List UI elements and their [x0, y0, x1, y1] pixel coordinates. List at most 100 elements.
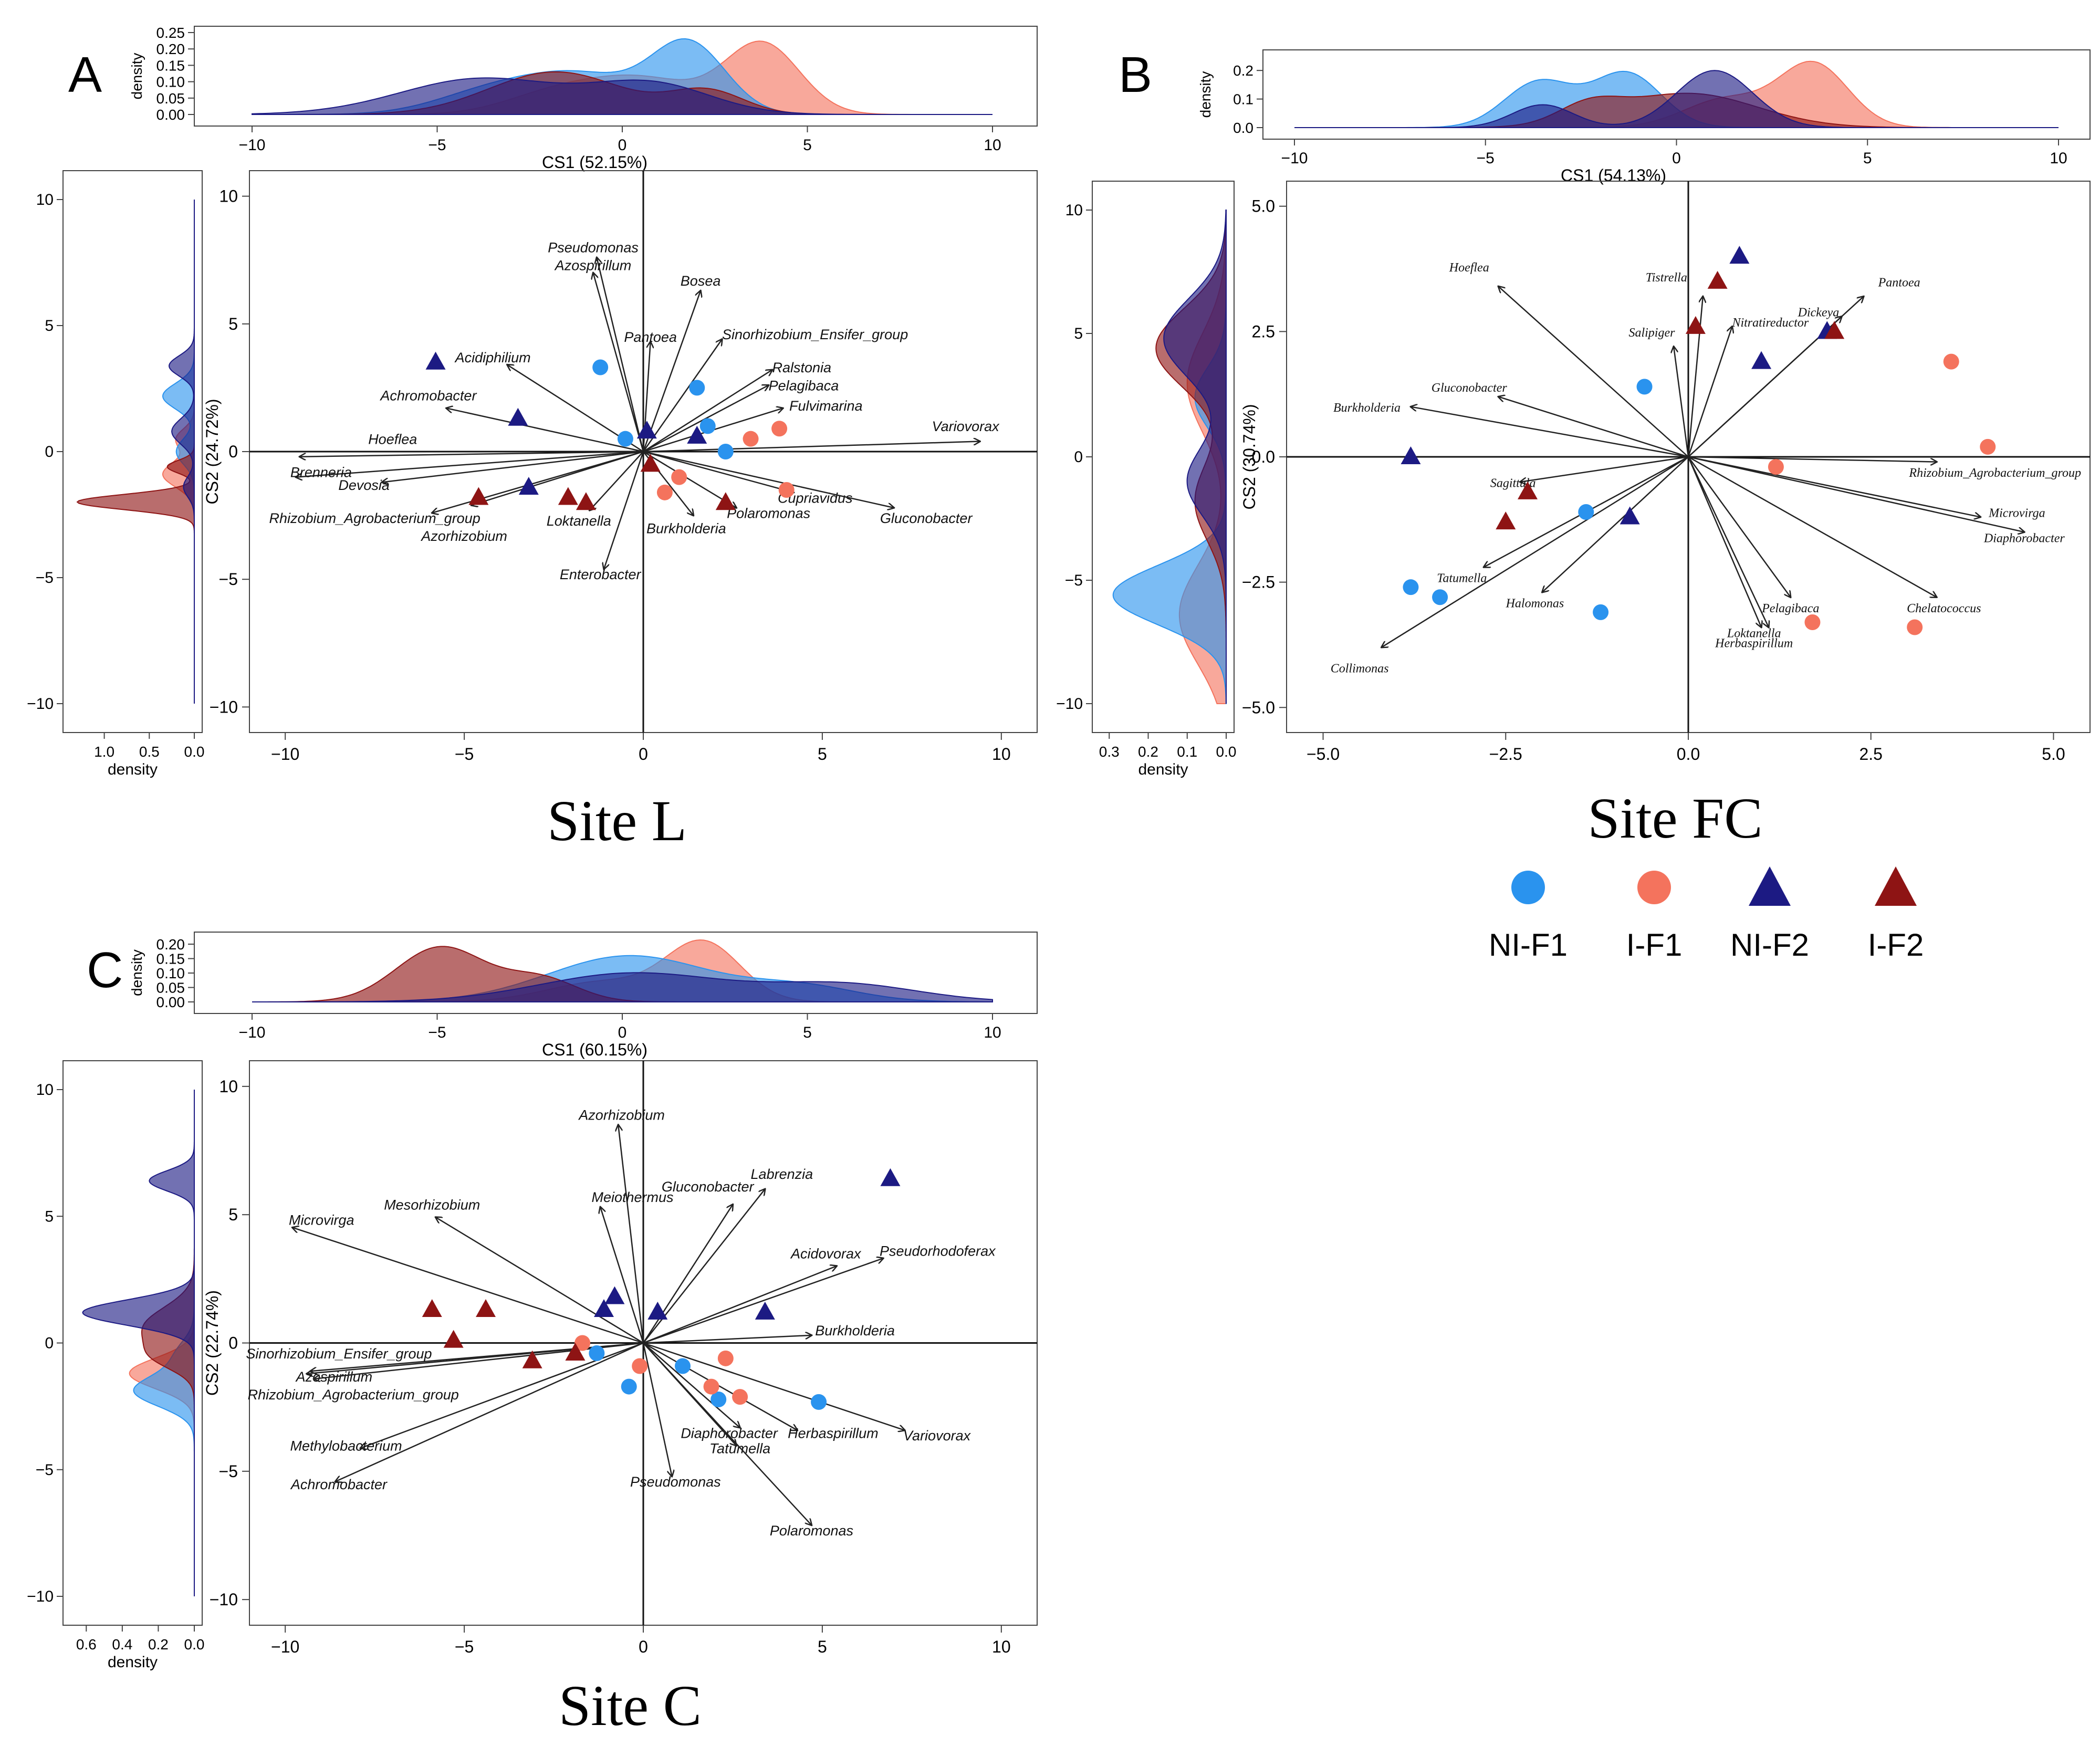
- loading-arrow-azospirillum: [593, 273, 644, 452]
- x-tick-label: 5: [818, 745, 827, 764]
- top-density-ni-f2: [252, 972, 993, 1002]
- arrow-label-bosea: Bosea: [681, 273, 721, 289]
- arrow-label-azorhizobium: Azorhizobium: [578, 1107, 665, 1123]
- point-i-f2: [1685, 316, 1706, 334]
- arrow-label-polaromonas: Polaromonas: [727, 505, 810, 521]
- top-y-tick-label: 0.20: [156, 936, 185, 953]
- top-y-tick-label: 0.25: [156, 25, 185, 41]
- arrow-label-fulvimarina: Fulvimarina: [789, 398, 863, 414]
- point-ni-f2: [755, 1301, 775, 1320]
- left-y-tick-label: −10: [27, 1588, 54, 1605]
- loading-arrow-acidovorax: [643, 1266, 837, 1344]
- x-tick-label: 10: [992, 1637, 1011, 1656]
- point-ni-f2: [1751, 351, 1772, 369]
- loading-arrow-microvirga: [292, 1228, 644, 1344]
- point-i-f1: [717, 1350, 734, 1366]
- panel-letter-c: C: [87, 942, 123, 998]
- arrow-label-herbaspirillum: Herbaspirillum: [1715, 637, 1793, 651]
- top-x-tick-label: −5: [1477, 150, 1495, 167]
- arrow-label-ralstonia: Ralstonia: [772, 360, 831, 375]
- left-y-tick-label: 10: [36, 1081, 54, 1099]
- point-i-f1: [771, 421, 788, 437]
- y-tick-label: 0: [228, 1334, 238, 1353]
- loading-arrow-collimonas: [1382, 456, 1689, 647]
- x-axis-label: CS1 (60.15%): [542, 1040, 647, 1059]
- point-ni-f2: [647, 1301, 668, 1320]
- legend: NI-F1 I-F1 NI-F2 I-F2: [1489, 866, 1924, 963]
- arrow-label-pelagibaca: Pelagibaca: [769, 378, 839, 393]
- top-x-tick-label: 5: [1863, 150, 1872, 167]
- top-y-tick-label: 0.05: [156, 980, 185, 996]
- point-ni-f1: [811, 1394, 827, 1410]
- left-density-label: density: [1138, 761, 1188, 778]
- top-y-tick-label: 0.10: [156, 965, 185, 981]
- loading-arrow-diaphorobacter: [1688, 456, 2024, 532]
- legend-marker-ni-f2: [1749, 866, 1791, 906]
- y-tick-label: −10: [210, 697, 238, 716]
- x-tick-label: 5: [818, 1637, 827, 1656]
- point-i-f1: [778, 482, 795, 498]
- point-ni-f1: [689, 380, 705, 396]
- x-tick-label: −5: [455, 1637, 474, 1656]
- point-ni-f2: [508, 407, 528, 426]
- y-tick-label: 10: [219, 187, 238, 206]
- loading-arrow-labrenzia: [643, 1189, 765, 1344]
- loading-arrow-ralstonia: [643, 370, 772, 453]
- loading-arrow-chelatococcus: [1688, 456, 1937, 597]
- site-title-c: Site C: [559, 1674, 702, 1738]
- left-x-tick-label: 0.6: [76, 1636, 97, 1653]
- loading-arrow-achromobacter: [336, 1342, 644, 1482]
- point-i-f2: [565, 1343, 586, 1361]
- point-i-f1: [1768, 459, 1784, 475]
- point-i-f2: [1707, 270, 1728, 289]
- loading-arrow-diaphorobacter: [643, 1342, 740, 1428]
- point-i-f2: [1824, 321, 1845, 339]
- arrow-label-devosia: Devosia: [338, 477, 390, 493]
- point-ni-f2: [1401, 446, 1421, 464]
- left-x-tick-label: 0.0: [184, 744, 205, 760]
- site-title-a: Site L: [547, 789, 687, 853]
- arrow-label-variovorax: Variovorax: [932, 419, 1000, 434]
- left-y-tick-label: 0: [45, 443, 54, 461]
- y-tick-label: 5.0: [1252, 197, 1275, 216]
- point-ni-f1: [1593, 604, 1609, 620]
- top-x-tick-label: −10: [1281, 150, 1308, 167]
- point-i-f2: [715, 492, 736, 510]
- arrow-label-salipiger: Salipiger: [1628, 326, 1675, 340]
- left-y-tick-label: −5: [36, 569, 54, 587]
- top-y-tick-label: 0.10: [156, 74, 185, 90]
- point-ni-f2: [1620, 506, 1640, 525]
- point-ni-f1: [589, 1345, 605, 1362]
- point-i-f1: [732, 1389, 748, 1405]
- left-y-tick-label: −10: [27, 695, 54, 713]
- arrow-label-diaphorobacter: Diaphorobacter: [1983, 531, 2065, 545]
- loading-arrow-bosea: [642, 291, 701, 452]
- arrow-label-herbaspirillum: Herbaspirillum: [788, 1425, 879, 1441]
- left-x-tick-label: 0.4: [112, 1636, 132, 1653]
- arrow-label-achromobacter: Achromobacter: [290, 1477, 388, 1492]
- point-ni-f2: [594, 1299, 614, 1317]
- arrow-label-rhizobium-agrobacterium-group: Rhizobium_Agrobacterium_group: [248, 1387, 459, 1403]
- site-title-b: Site FC: [1587, 786, 1762, 850]
- arrow-label-azorhizobium: Azorhizobium: [420, 528, 507, 544]
- point-i-f2: [422, 1299, 442, 1317]
- y-tick-label: −5: [219, 1462, 238, 1481]
- legend-label-ni-f1: NI-F1: [1489, 927, 1568, 963]
- y-tick-label: 0: [228, 442, 238, 461]
- loading-arrow-burkholderia: [1411, 407, 1689, 458]
- loading-arrow-variovorax: [643, 1342, 905, 1430]
- y-axis-label: CS2 (30.74%): [1240, 404, 1259, 510]
- arrow-label-rhizobium-agrobacterium-group: Rhizobium_Agrobacterium_group: [1908, 466, 2081, 480]
- point-i-f1: [1804, 614, 1821, 630]
- point-i-f2: [558, 487, 578, 505]
- point-ni-f2: [636, 421, 657, 439]
- loading-arrow-loktanella: [1687, 456, 1761, 628]
- arrow-label-meiothermus: Meiothermus: [592, 1189, 674, 1205]
- y-tick-label: −2.5: [1242, 573, 1275, 592]
- top-x-tick-label: −5: [428, 1024, 446, 1041]
- legend-label-ni-f2: NI-F2: [1730, 927, 1809, 963]
- left-density-label: density: [108, 1654, 158, 1671]
- left-y-tick-label: 5: [45, 317, 54, 334]
- left-x-tick-label: 0.2: [1138, 744, 1158, 760]
